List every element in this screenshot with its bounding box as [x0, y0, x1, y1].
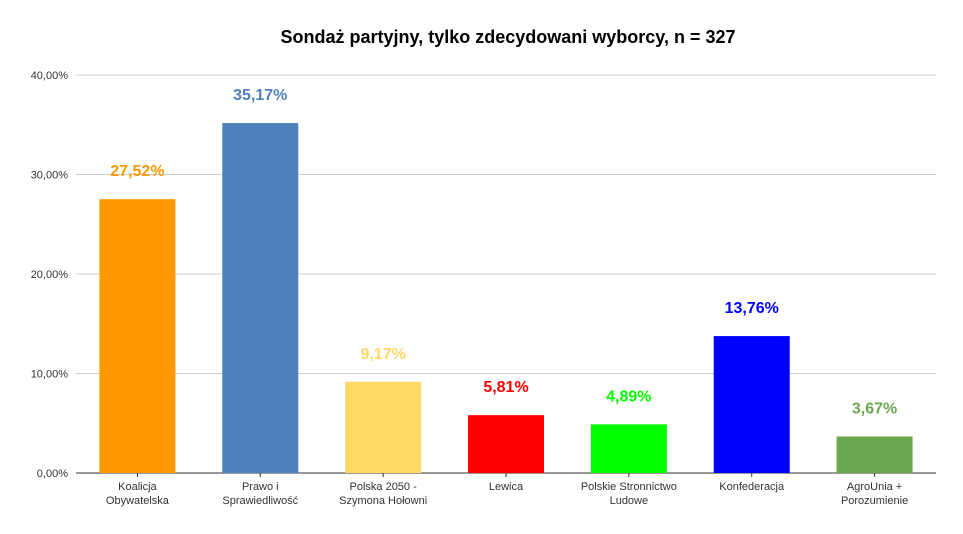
- bar: [345, 381, 422, 473]
- x-tick-label-line: Porozumienie: [841, 495, 908, 507]
- bar: [468, 415, 544, 473]
- y-tick-label: 0,00%: [37, 468, 68, 480]
- data-label: 35,17%: [233, 87, 287, 104]
- x-tick-label: AgroUnia + Porozumienie: [841, 481, 908, 507]
- x-tick-label-line: Polska 2050 -: [350, 481, 418, 493]
- data-label: 4,89%: [606, 388, 651, 405]
- data-label: 27,52%: [110, 163, 164, 180]
- x-tick-label-line: Konfederacja: [719, 481, 785, 493]
- x-tick-label: Polska 2050 - Szymona Hołowni: [339, 481, 427, 507]
- x-tick-label-line: Sprawiedliwość: [222, 495, 298, 507]
- bar: [713, 336, 790, 473]
- x-tick-label: Koalicja Obywatelska: [106, 481, 170, 507]
- x-tick-label: Prawo i Sprawiedliwość: [222, 481, 298, 507]
- x-tick-label-line: Lewica: [489, 481, 524, 493]
- bar: [99, 199, 176, 473]
- x-tick-label-line: Obywatelska: [106, 495, 170, 507]
- y-tick-label: 20,00%: [31, 269, 69, 281]
- data-label: 13,76%: [725, 300, 779, 317]
- x-tick-label: Polskie Stronnictwo Ludowe: [581, 481, 677, 507]
- bar: [836, 436, 913, 473]
- data-label: 5,81%: [483, 379, 528, 396]
- x-tick-label-line: Szymona Hołowni: [339, 495, 427, 507]
- data-label: 9,17%: [360, 346, 405, 363]
- x-tick-label-line: AgroUnia +: [847, 481, 902, 493]
- bar: [222, 123, 299, 473]
- bar: [590, 424, 667, 473]
- x-tick-label-line: Polskie Stronnictwo: [581, 481, 677, 493]
- x-tick-label-line: Ludowe: [610, 495, 649, 507]
- x-tick-label: Konfederacja: [719, 481, 785, 493]
- y-tick-label: 40,00%: [31, 70, 69, 82]
- x-tick-label-line: Koalicja: [118, 481, 157, 493]
- y-tick-label: 30,00%: [31, 170, 69, 182]
- x-tick-label: Lewica: [489, 481, 524, 493]
- data-label: 3,67%: [852, 400, 897, 417]
- y-tick-label: 10,00%: [31, 369, 69, 381]
- x-tick-label-line: Prawo i: [242, 481, 279, 493]
- chart-title: Sondaż partyjny, tylko zdecydowani wybor…: [280, 27, 736, 47]
